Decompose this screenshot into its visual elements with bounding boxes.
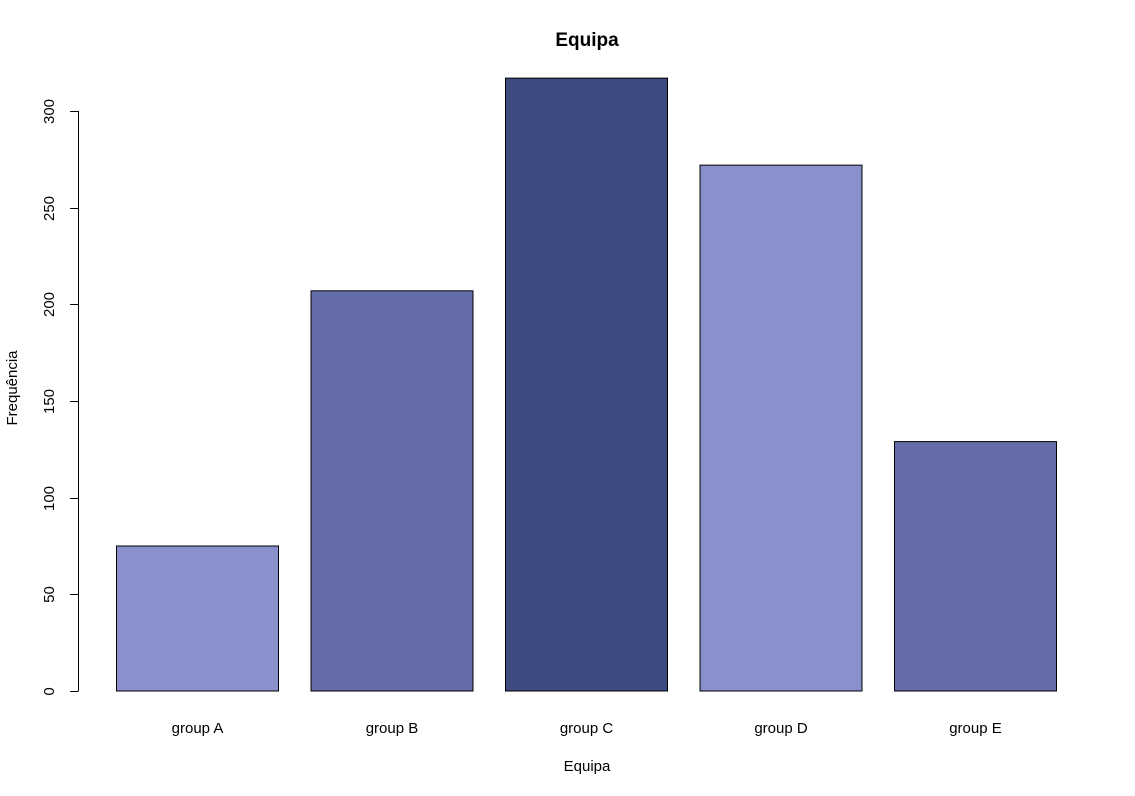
x-tick-label: group A	[172, 720, 224, 737]
y-tick-label: 50	[41, 586, 58, 603]
bar-group-d	[699, 164, 863, 692]
x-tick-label: group E	[949, 720, 1002, 737]
y-axis: 0 50 100 150 200 250 300	[41, 99, 79, 696]
y-tick-label: 200	[41, 292, 58, 317]
y-tick-label: 300	[41, 99, 58, 124]
bar-group-a	[116, 545, 279, 692]
x-axis-tick-labels: group A group B group C group D group E	[172, 720, 1002, 737]
bars-group	[116, 77, 1057, 692]
x-tick-label: group B	[366, 720, 419, 737]
y-tick-label: 250	[41, 196, 58, 221]
y-axis-label: Frequência	[4, 350, 21, 426]
y-tick-label: 0	[41, 687, 58, 695]
x-tick-label: group C	[560, 720, 614, 737]
y-tick-label: 100	[41, 486, 58, 511]
bar-group-e	[894, 441, 1057, 692]
bar-group-b	[310, 290, 474, 692]
x-axis-label: Equipa	[564, 758, 611, 775]
chart-title: Equipa	[555, 30, 619, 51]
x-tick-label: group D	[754, 720, 808, 737]
y-tick-label: 150	[41, 389, 58, 414]
bar-group-c	[505, 77, 668, 692]
